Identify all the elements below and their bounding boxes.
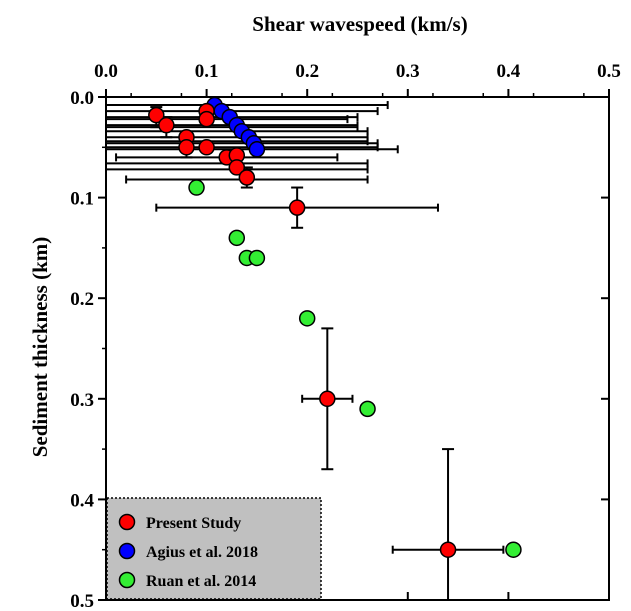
y-tick-label: 0.0 (70, 88, 94, 109)
point-agius-et-al-2018 (248, 141, 266, 158)
y-tick-label: 0.5 (70, 591, 94, 611)
legend-marker (118, 571, 136, 589)
point-present-study (319, 390, 336, 408)
y-tick-label: 0.4 (70, 490, 94, 511)
point-present-study (178, 139, 195, 156)
point-present-study (148, 106, 165, 124)
y-tick-label: 0.1 (70, 189, 94, 210)
point-present-study (198, 139, 215, 156)
x-tick-label: 0.4 (497, 61, 521, 82)
point-ruan-et-al-2014 (359, 400, 376, 418)
point-present-study (198, 110, 215, 128)
x-axis-ticks: 0.0 0.1 0.2 0.3 0.4 0.5 (94, 61, 621, 600)
plot-frame (105, 96, 610, 601)
legend-label: Agius et al. 2018 (146, 544, 258, 561)
point-present-study (288, 199, 306, 216)
legend-label: Ruan et al. 2014 (146, 573, 256, 590)
legend: Present Study Agius et al. 2018 Ruan et al… (106, 497, 322, 600)
point-ruan-et-al-2014 (188, 179, 205, 196)
x-tick-label: 0.5 (597, 61, 621, 82)
x-tick-label: 0.2 (295, 61, 319, 82)
point-ruan-et-al-2014 (248, 249, 266, 267)
y-axis-title: Sediment thickness (km) (28, 237, 52, 458)
x-tick-label: 0.1 (195, 61, 219, 82)
y-tick-label: 0.3 (70, 390, 94, 411)
point-present-study (158, 116, 175, 134)
x-tick-label: 0.3 (396, 61, 420, 82)
data-points (148, 96, 522, 558)
x-axis-title: Shear wavespeed (km/s) (252, 12, 467, 36)
legend-box (106, 497, 322, 600)
point-ruan-et-al-2014 (505, 541, 522, 558)
y-axis-ticks: 0.0 0.1 0.2 0.3 0.4 0.5 (70, 88, 609, 611)
point-present-study (228, 159, 246, 176)
legend-marker (118, 513, 136, 531)
x-tick-label: 0.0 (94, 61, 118, 82)
point-ruan-et-al-2014 (228, 229, 246, 247)
point-ruan-et-al-2014 (298, 310, 316, 327)
point-present-study (238, 169, 256, 186)
legend-label: Present Study (146, 515, 241, 532)
legend-marker (118, 542, 136, 560)
y-tick-label: 0.2 (70, 289, 94, 310)
point-present-study (439, 541, 457, 558)
